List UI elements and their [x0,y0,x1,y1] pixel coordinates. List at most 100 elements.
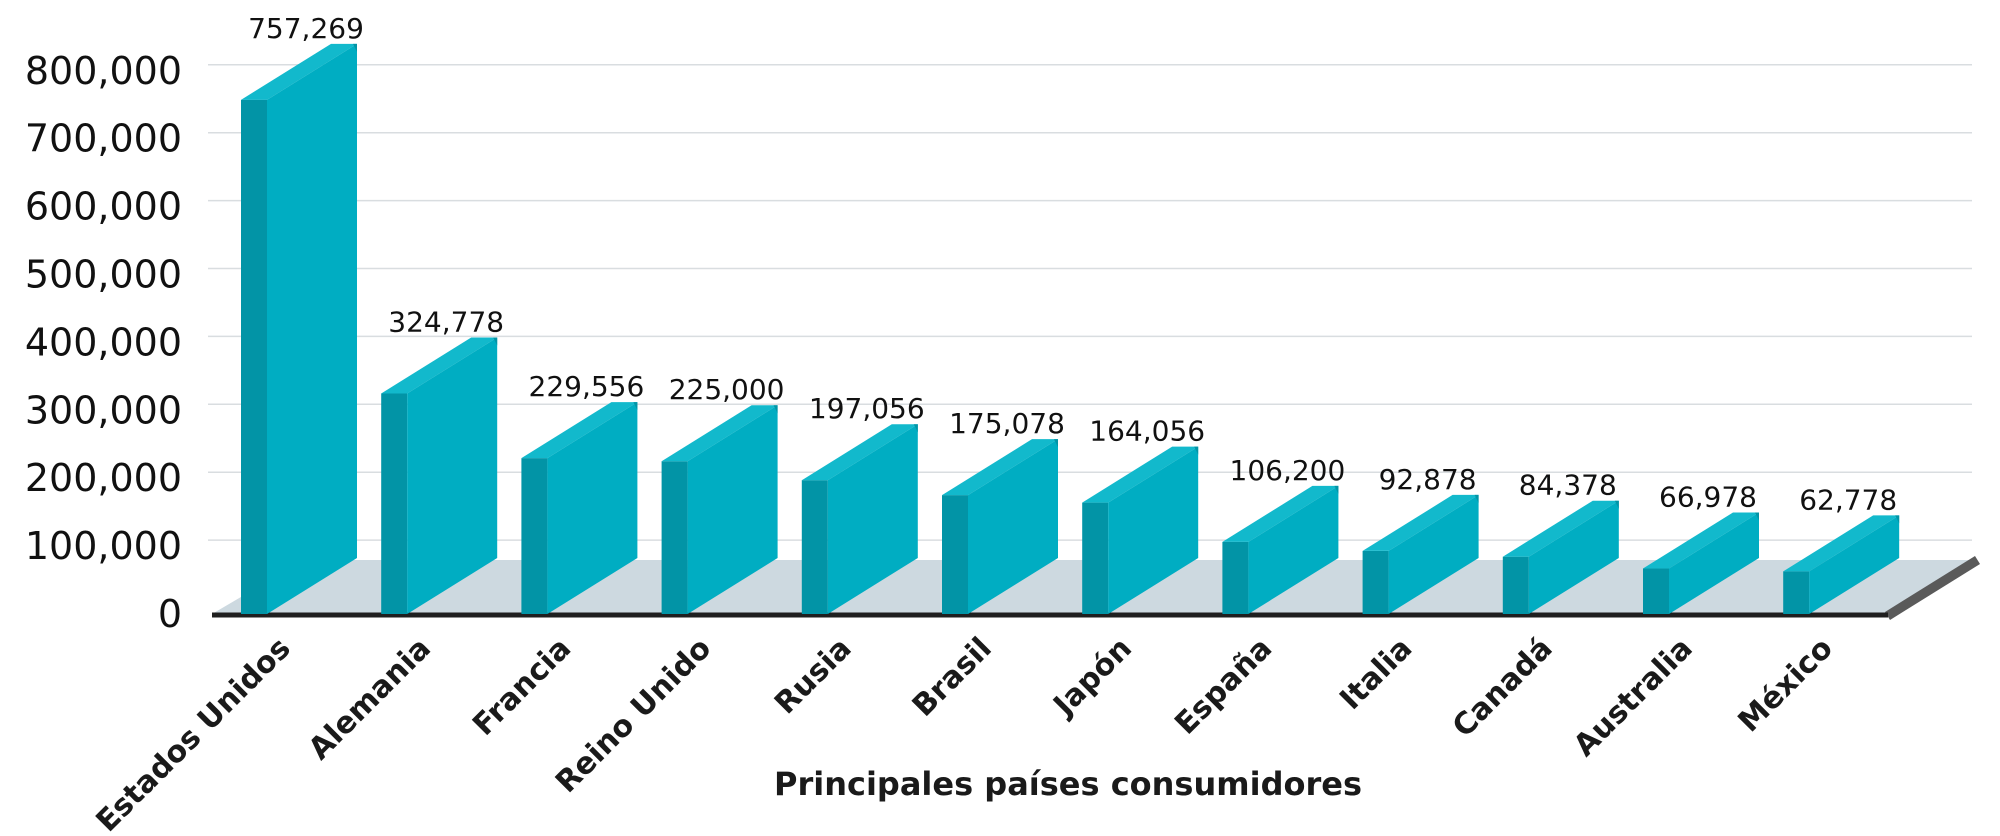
bar-side [381,393,408,614]
bar [1643,512,1759,614]
x-tick-label: Brasil [906,631,999,724]
bar-face [968,439,1058,614]
data-label: 324,778 [388,305,504,338]
bar-top [1502,500,1619,557]
bar [1082,446,1199,614]
bar-top [1222,485,1339,542]
y-tick-label: 500,000 [25,253,182,297]
x-tick-label: España [1168,631,1279,742]
bar [801,424,918,614]
bar-top [661,405,778,462]
bar-corner [1474,494,1479,503]
bar [1783,515,1900,614]
bar-corner [913,424,918,433]
bar [381,337,498,614]
bar-corner [1755,512,1759,521]
x-tick-label: Japón [1046,631,1139,724]
bar-top [1783,515,1900,572]
bar-corner [353,43,357,52]
bar-side [241,99,267,615]
bar-top [1643,512,1759,569]
y-tick-label: 700,000 [25,117,182,161]
y-axis-ticks: 0 100,000 200,000 300,000 400,000 500,000 600,… [25,49,182,636]
bar-corner [1895,515,1900,524]
y-tick-label: 800,000 [25,49,182,93]
bar-corner [1614,500,1619,509]
bar [942,439,1058,614]
bar-side [661,461,688,614]
data-label: 92,878 [1379,463,1477,496]
bar-side [942,495,968,614]
bar-face [267,43,357,615]
bar-corner [633,402,638,411]
bar-face [1809,515,1900,614]
x-tick-label: México [1732,631,1840,739]
bar-face [827,424,918,614]
data-label: 84,378 [1519,469,1617,502]
bar [521,402,638,614]
bar-side [1783,571,1810,614]
y-tick-label: 300,000 [25,388,182,432]
bar-side [1082,502,1109,614]
bar-corner [1054,439,1058,448]
data-label: 757,269 [248,12,364,45]
bar-side [1222,541,1249,614]
bar-side [1362,550,1389,614]
x-axis-title: Principales países consumidores [774,765,1362,803]
data-label: 66,978 [1659,481,1757,514]
floor-edge [1885,556,1980,620]
bar-top [801,424,918,481]
bar-face [1108,446,1199,614]
y-tick-label: 100,000 [25,524,182,568]
x-tick-label: Estados Unidos [90,631,298,836]
gridlines [208,64,1972,541]
bar-face [1388,494,1479,614]
bar-corner [773,405,778,414]
data-label: 62,778 [1799,483,1897,516]
y-tick-label: 200,000 [25,456,182,500]
data-label: 197,056 [809,392,925,425]
data-label: 164,056 [1089,415,1205,448]
data-labels: 757,269 324,778 229,556 225,000 197,056 175,0… [248,12,1897,517]
bar-face [1248,485,1339,614]
bar-top [521,402,638,459]
bar [1222,485,1339,614]
x-tick-label: Australia [1567,631,1700,764]
bar-side [1643,568,1669,614]
y-tick-label: 400,000 [25,320,182,364]
x-tick-label: Italia [1333,631,1419,717]
y-tick-label: 0 [158,592,182,636]
data-label: 229,556 [529,370,645,403]
bar [661,405,778,614]
bar-top [942,439,1058,496]
bar-corner [1334,485,1339,494]
x-tick-label: Canadá [1446,631,1560,745]
y-tick-label: 600,000 [25,185,182,229]
bars [241,43,1900,615]
bar [1362,494,1479,614]
bar-side [801,480,828,614]
data-label: 175,078 [949,407,1065,440]
bar-face [547,402,638,614]
bar [1502,500,1619,614]
bar-face [687,405,778,614]
bar-top [241,43,357,100]
bar-face [1669,512,1759,614]
x-tick-label: Alemania [302,631,438,767]
bar-side [521,458,548,614]
x-tick-label: Rusia [768,631,858,721]
bar-side [1502,556,1529,614]
data-label: 225,000 [669,373,785,406]
data-label: 106,200 [1230,454,1346,487]
bar-corner [493,337,498,346]
x-tick-label: Francia [466,631,578,743]
bar-face [1528,500,1619,614]
bar [241,43,357,615]
bar-face [407,337,498,614]
bar-top [1362,494,1479,551]
bar-top [381,337,498,394]
bar-top [1082,446,1199,503]
bar-corner [1194,446,1199,455]
